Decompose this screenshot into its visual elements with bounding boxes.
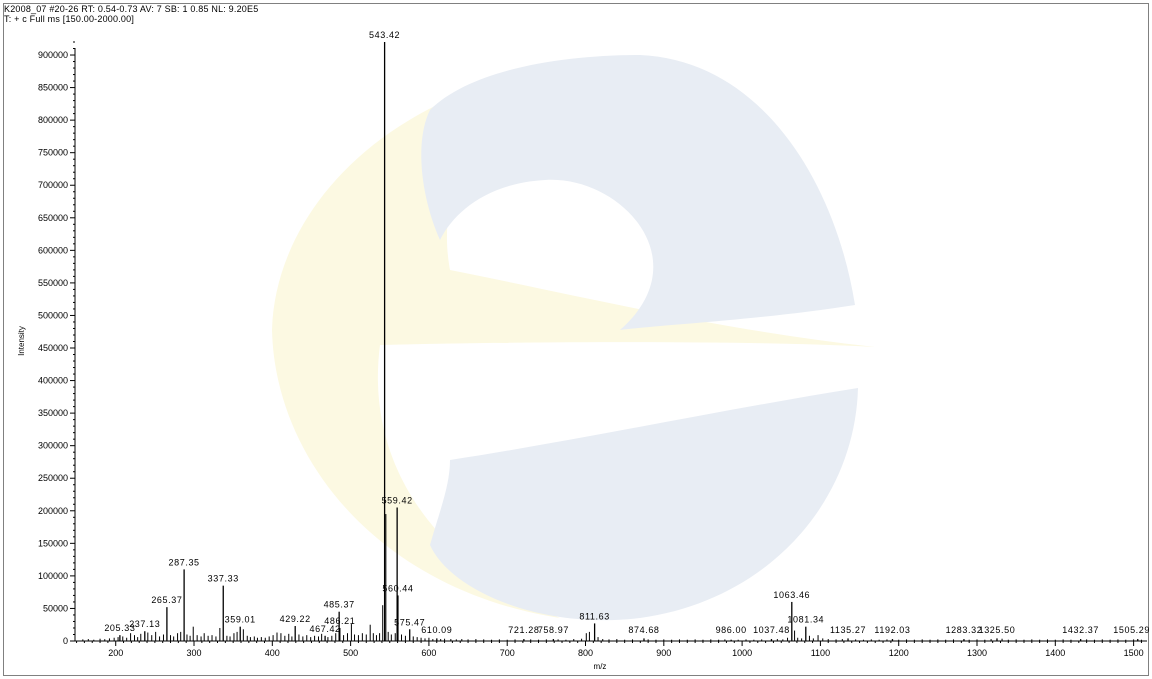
watermark-blue-top: [421, 55, 855, 330]
peak-label: 237.13: [129, 619, 160, 629]
x-tick-label: 1000: [732, 648, 752, 658]
labeled-peaks: [119, 42, 1139, 641]
peak-label: 1505.29: [1113, 625, 1150, 635]
x-axis-title: m/z: [594, 662, 607, 671]
x-tick-label: 300: [186, 648, 201, 658]
peak-label: 610.09: [421, 625, 452, 635]
peak-label: 1081.34: [787, 615, 824, 625]
minor-peaks: [82, 514, 1142, 641]
y-tick-label: 700000: [38, 180, 68, 190]
peak-label: 543.42: [369, 30, 400, 40]
peak-label: 874.68: [628, 625, 659, 635]
y-tick-label: 300000: [38, 441, 68, 451]
peak-label: 265.37: [151, 595, 182, 605]
x-tick-label: 1300: [967, 648, 987, 658]
x-tick-label: 1100: [811, 648, 830, 658]
y-tick-label: 100000: [38, 571, 68, 581]
y-tick-label: 250000: [38, 473, 68, 483]
y-tick-label: 900000: [38, 50, 68, 60]
peak-label: 467.42: [310, 624, 341, 634]
x-tick-label: 500: [343, 648, 358, 658]
peak-label: 205.33: [104, 623, 135, 633]
axes: [70, 41, 1147, 646]
y-tick-label: 50000: [43, 603, 68, 613]
y-tick-label: 450000: [38, 343, 68, 353]
peak-label: 721.28: [508, 625, 539, 635]
watermark-blue-bottom: [430, 388, 858, 621]
y-tick-label: 400000: [38, 376, 68, 386]
x-tick-label: 400: [265, 648, 280, 658]
peak-label: 359.01: [225, 615, 256, 625]
scan-filter: T: + c Full ms [150.00-2000.00]: [4, 14, 135, 24]
peak-label: 1135.27: [830, 625, 866, 635]
peak-label: 429.22: [280, 614, 311, 624]
peak-label: 1432.37: [1062, 625, 1099, 635]
watermark-logo: [272, 55, 875, 621]
peak-label: 1063.46: [773, 590, 810, 600]
y-tick-label: 500000: [38, 310, 68, 320]
x-tick-label: 900: [656, 648, 671, 658]
peak-label: 1037.48: [753, 625, 790, 635]
y-tick-label: 600000: [38, 245, 68, 255]
peak-label: 986.00: [716, 625, 747, 635]
x-tick-label: 200: [108, 648, 123, 658]
y-tick-label: 650000: [38, 213, 68, 223]
peak-label: 811.63: [579, 611, 609, 621]
x-tick-labels: 200 300 400 500 600 700 800 900 1000 1100 1200 1300…: [108, 648, 1143, 658]
peak-label: 1192.03: [874, 625, 910, 635]
x-tick-label: 600: [421, 648, 436, 658]
watermark-yellow-crescent: [272, 55, 875, 618]
peak-label: 559.42: [382, 496, 413, 506]
scan-header: K2008_07 #20-26 RT: 0.54-0.73 AV: 7 SB: …: [4, 4, 259, 14]
peak-label: 560.44: [382, 583, 413, 593]
peak-label: 1325.50: [979, 625, 1016, 635]
y-tick-label: 0: [63, 636, 68, 646]
x-tick-label: 1200: [889, 648, 909, 658]
y-tick-label: 150000: [38, 538, 68, 548]
y-tick-labels: 0 50000 100000 150000 200000 250000 300000 3500…: [38, 50, 68, 646]
peak-label: 486.21: [324, 616, 355, 626]
peak-label: 758.97: [538, 625, 569, 635]
peak-label: 1283.32: [946, 625, 983, 635]
peak-label: 485.37: [324, 600, 355, 610]
x-tick-label: 700: [500, 648, 515, 658]
x-tick-label: 1500: [1124, 648, 1144, 658]
y-tick-label: 850000: [38, 83, 68, 93]
y-tick-label: 550000: [38, 278, 68, 288]
y-tick-label: 350000: [38, 408, 68, 418]
x-tick-label: 1400: [1045, 648, 1065, 658]
peak-label: 287.35: [169, 557, 200, 567]
y-axis-title: Intensity: [17, 326, 26, 356]
peak-label: 575.47: [394, 617, 425, 627]
y-tick-label: 800000: [38, 115, 68, 125]
y-tick-label: 200000: [38, 506, 68, 516]
x-tick-label: 800: [578, 648, 593, 658]
y-tick-label: 750000: [38, 148, 68, 158]
peak-label: 337.33: [208, 574, 239, 584]
